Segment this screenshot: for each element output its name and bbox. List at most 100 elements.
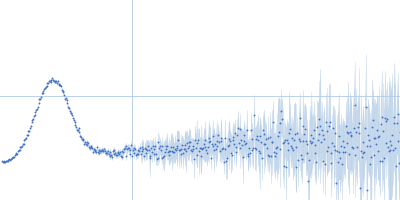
Point: [301, 132, 308, 135]
Point: [246, 147, 252, 150]
Point: [390, 121, 397, 124]
Point: [363, 188, 370, 192]
Point: [94, 145, 100, 149]
Point: [12, 153, 18, 157]
Point: [393, 165, 399, 168]
Point: [312, 151, 318, 154]
Point: [30, 118, 36, 121]
Point: [236, 128, 243, 131]
Point: [123, 154, 130, 158]
Point: [111, 149, 118, 152]
Point: [36, 98, 43, 101]
Point: [208, 142, 215, 145]
Point: [85, 141, 91, 144]
Point: [238, 139, 244, 142]
Point: [315, 139, 321, 142]
Point: [120, 150, 126, 154]
Point: [341, 145, 347, 148]
Point: [348, 134, 354, 137]
Point: [219, 148, 225, 151]
Point: [224, 145, 231, 148]
Point: [285, 148, 292, 151]
Point: [137, 146, 143, 149]
Point: [369, 125, 375, 128]
Point: [314, 126, 320, 129]
Point: [19, 145, 25, 148]
Point: [104, 151, 110, 155]
Point: [295, 158, 301, 162]
Point: [155, 157, 162, 160]
Point: [4, 160, 11, 163]
Point: [179, 144, 186, 147]
Point: [274, 146, 280, 149]
Point: [255, 138, 261, 141]
Point: [350, 146, 356, 149]
Point: [32, 110, 39, 113]
Point: [92, 149, 98, 153]
Point: [0, 161, 6, 164]
Point: [75, 127, 82, 130]
Point: [47, 80, 53, 83]
Point: [24, 133, 30, 136]
Point: [207, 139, 213, 142]
Point: [152, 144, 158, 148]
Point: [67, 111, 74, 114]
Point: [316, 132, 322, 136]
Point: [371, 153, 378, 157]
Point: [143, 148, 150, 151]
Point: [283, 165, 289, 168]
Point: [392, 146, 398, 149]
Point: [205, 141, 212, 144]
Point: [145, 144, 151, 148]
Point: [20, 142, 27, 145]
Point: [203, 148, 209, 151]
Point: [54, 82, 60, 85]
Point: [239, 143, 245, 146]
Point: [349, 146, 355, 149]
Point: [200, 147, 206, 150]
Point: [182, 148, 189, 151]
Point: [361, 150, 367, 153]
Point: [28, 121, 35, 124]
Point: [35, 105, 41, 108]
Point: [337, 156, 343, 160]
Point: [249, 149, 256, 152]
Point: [336, 151, 342, 154]
Point: [214, 144, 220, 147]
Point: [66, 107, 72, 110]
Point: [339, 139, 346, 143]
Point: [188, 149, 194, 152]
Point: [260, 128, 266, 132]
Point: [177, 149, 183, 152]
Point: [153, 152, 159, 155]
Point: [201, 145, 208, 148]
Point: [135, 149, 142, 152]
Point: [118, 150, 125, 153]
Point: [206, 136, 212, 140]
Point: [355, 132, 362, 135]
Point: [20, 143, 26, 146]
Point: [146, 156, 153, 159]
Point: [196, 149, 202, 153]
Point: [394, 121, 400, 124]
Point: [247, 152, 253, 155]
Point: [56, 83, 63, 87]
Point: [229, 135, 236, 139]
Point: [292, 133, 298, 136]
Point: [162, 145, 169, 148]
Point: [127, 148, 134, 152]
Point: [250, 146, 256, 150]
Point: [158, 156, 165, 159]
Point: [60, 89, 66, 93]
Point: [237, 147, 244, 150]
Point: [23, 136, 29, 139]
Point: [256, 149, 262, 152]
Point: [163, 147, 170, 150]
Point: [77, 134, 83, 137]
Point: [342, 151, 348, 154]
Point: [200, 143, 207, 146]
Point: [264, 147, 270, 150]
Point: [148, 146, 154, 149]
Point: [210, 144, 216, 147]
Point: [17, 145, 24, 149]
